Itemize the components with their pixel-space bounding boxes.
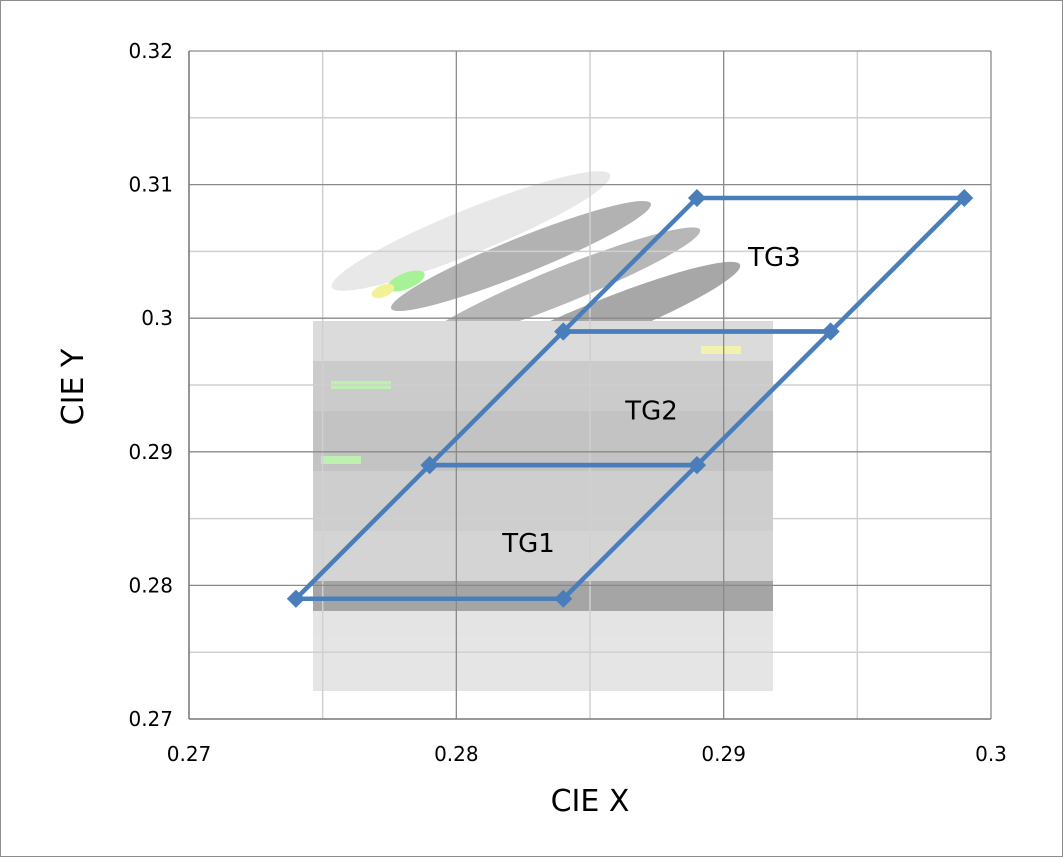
x-tick-label: 0.3 (975, 742, 1007, 766)
x-tick-label: 0.27 (167, 742, 212, 766)
y-tick-label: 0.29 (128, 440, 173, 464)
y-tick-label: 0.31 (128, 173, 173, 197)
annotation-label: TG3 (747, 243, 801, 273)
x-tick-label: 0.28 (434, 742, 479, 766)
x-tick-label: 0.29 (701, 742, 746, 766)
data-point-marker (554, 589, 573, 608)
data-point-marker (554, 322, 573, 341)
data-point-marker (955, 188, 974, 207)
annotation-label: TG1 (501, 529, 555, 559)
markers-group (286, 188, 974, 608)
x-axis-title: CIE X (551, 784, 630, 819)
axes (188, 51, 991, 720)
y-axis-title: CIE Y (56, 348, 91, 425)
data-point-marker (687, 188, 706, 207)
labels-group: 0.27 0.28 0.29 0.3 0.27 0.28 0.29 0.3 0.31 0.32 TG… (128, 39, 1006, 766)
y-tick-label: 0.27 (128, 707, 173, 731)
y-tick-label: 0.32 (128, 39, 173, 63)
annotation-label: TG2 (624, 397, 678, 427)
data-point-marker (821, 322, 840, 341)
grid (188, 50, 992, 720)
data-point-marker (687, 456, 706, 475)
y-tick-label: 0.3 (141, 306, 173, 330)
data-point-marker (420, 456, 439, 475)
data-point-marker (286, 589, 305, 608)
background-texture (313, 171, 773, 691)
y-tick-label: 0.28 (128, 573, 173, 597)
